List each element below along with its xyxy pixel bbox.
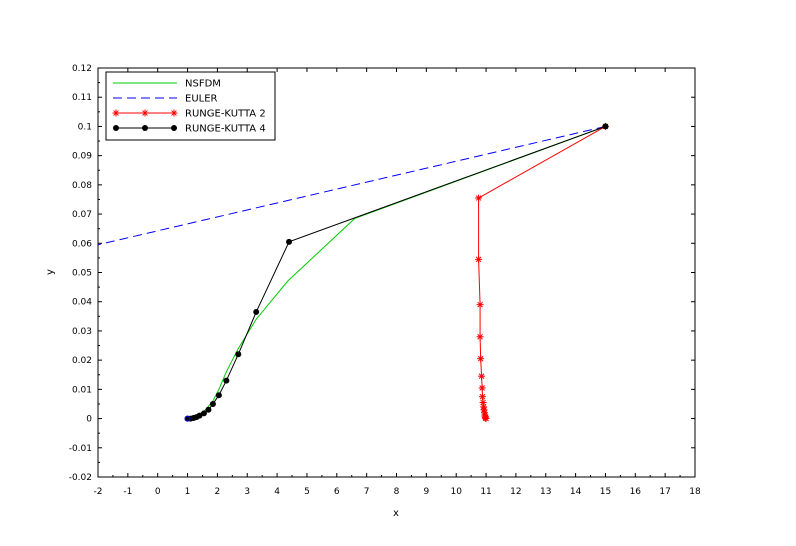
- x-tick-label: 18: [689, 487, 701, 497]
- star-marker: [141, 109, 149, 117]
- legend-entry: RUNGE-KUTTA 2: [112, 109, 266, 120]
- dot-marker: [209, 400, 216, 407]
- dot-marker: [602, 123, 609, 130]
- legend-dot: [142, 125, 148, 131]
- y-tick-label: 0.03: [72, 327, 92, 337]
- origin-marker: [184, 415, 191, 422]
- star-marker: [479, 399, 487, 407]
- y-tick-label: 0.1: [78, 122, 92, 132]
- x-tick-label: 17: [659, 487, 670, 497]
- dot-marker: [200, 410, 207, 417]
- x-tick-labels: -2 -1 0 1 2 3 4 5 6 7 8 9 10 11 12 13 14 15 16 17 18: [94, 487, 701, 497]
- x-tick-label: 16: [630, 487, 642, 497]
- x-tick-label: 1: [185, 487, 191, 497]
- series-euler: [97, 125, 606, 246]
- legend-label: EULER: [185, 94, 218, 105]
- star-marker: [476, 301, 484, 309]
- series-runge-kutta-2: [475, 122, 609, 423]
- series-layer: [97, 122, 609, 423]
- x-tick-label: 11: [480, 487, 491, 497]
- y-axis-label: y: [45, 269, 56, 275]
- x-tick-label: 13: [540, 487, 551, 497]
- x-tick-label: -1: [123, 487, 132, 497]
- y-tick-labels: -0.02 -0.01 0 0.01 0.02 0.03 0.04 0.05 0.06 0.07 0…: [69, 64, 93, 483]
- dot-marker: [215, 392, 222, 399]
- dot-marker: [223, 377, 230, 384]
- y-tick-label: -0.01: [69, 444, 92, 454]
- star-marker: [475, 194, 483, 202]
- y-tick-label: 0.04: [72, 298, 92, 308]
- star-marker: [170, 109, 178, 117]
- legend-label: RUNGE-KUTTA 4: [185, 124, 266, 135]
- x-tick-label: 10: [450, 487, 462, 497]
- y-tick-label: 0.05: [72, 269, 92, 279]
- x-tick-label: 6: [334, 487, 340, 497]
- y-tick-label: 0.12: [72, 64, 92, 74]
- y-tick-label: 0.02: [72, 356, 92, 366]
- x-tick-label: 4: [274, 487, 280, 497]
- x-tick-label: 5: [304, 487, 310, 497]
- x-tick-label: 12: [510, 487, 521, 497]
- x-tick-label: 3: [244, 487, 250, 497]
- x-tick-label: 14: [570, 487, 582, 497]
- x-tick-label: 2: [215, 487, 221, 497]
- star-marker: [476, 333, 484, 341]
- y-tick-label: 0.06: [72, 239, 92, 249]
- x-tick-label: 0: [155, 487, 161, 497]
- star-marker: [478, 393, 486, 401]
- legend-entry: NSFDM: [113, 79, 221, 90]
- star-marker: [475, 255, 483, 263]
- y-tick-label: 0.11: [72, 93, 92, 103]
- legend: NSFDM EULER RUNGE-KUTTA 2 RUNGE-KUTTA 4: [105, 71, 276, 141]
- y-tick-label: 0.08: [72, 181, 92, 191]
- series-line: [97, 125, 606, 246]
- dot-marker: [286, 238, 293, 245]
- legend-dot: [113, 125, 119, 131]
- star-marker: [482, 415, 490, 423]
- x-tick-label: 9: [423, 487, 429, 497]
- legend-label: NSFDM: [185, 79, 221, 90]
- x-tick-label: -2: [94, 487, 103, 497]
- x-tick-label: 8: [394, 487, 400, 497]
- legend-label: RUNGE-KUTTA 2: [185, 109, 266, 120]
- y-tick-label: 0.07: [72, 210, 92, 220]
- star-marker: [477, 355, 485, 363]
- dot-marker: [235, 351, 242, 358]
- x-tick-label: 15: [600, 487, 611, 497]
- star-marker: [478, 384, 486, 392]
- x-axis-label: x: [393, 508, 399, 519]
- star-marker: [112, 109, 120, 117]
- legend-entry: EULER: [113, 94, 218, 105]
- y-tick-label: 0.09: [72, 152, 92, 162]
- y-tick-label: 0.01: [72, 385, 92, 395]
- star-marker: [478, 372, 486, 380]
- x-tick-label: 7: [364, 487, 370, 497]
- dot-marker: [253, 308, 260, 315]
- y-tick-label: -0.02: [69, 473, 92, 483]
- axis-ticks: [97, 67, 696, 478]
- legend-entry: RUNGE-KUTTA 4: [113, 124, 266, 135]
- y-tick-label: 0: [86, 415, 92, 425]
- legend-dot: [171, 125, 177, 131]
- dot-marker: [205, 406, 212, 413]
